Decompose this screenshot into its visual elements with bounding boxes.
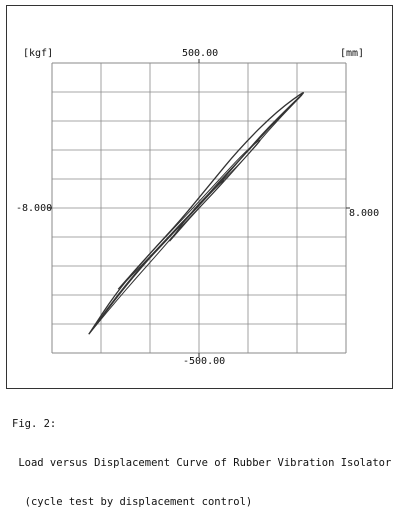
caption-title: Load versus Displacement Curve of Rubber… (12, 457, 392, 469)
figure-caption: Fig. 2: Load versus Displacement Curve o… (12, 392, 392, 522)
x-max-tick-label: 8.000 (349, 208, 380, 219)
hysteresis-loop-4 (169, 180, 225, 242)
caption-figure-number: Fig. 2: (12, 418, 57, 430)
hysteresis-loop-3 (117, 139, 261, 290)
hysteresis-loop-1 (88, 92, 305, 335)
hysteresis-loop-2 (88, 94, 303, 335)
caption-subtitle: (cycle test by displacement control) (12, 496, 253, 508)
x-min-tick-label: -8.000 (16, 203, 53, 214)
y-min-tick-label: -500.00 (183, 356, 226, 367)
y-max-tick-label: 500.00 (182, 48, 219, 59)
y-unit-label: [kgf] (23, 48, 54, 59)
x-unit-label: [mm] (340, 48, 365, 59)
figure-frame: [kgf] [mm] 500.00 -500.00 -8.000 8.000 (6, 5, 393, 389)
hysteresis-chart (48, 59, 350, 357)
